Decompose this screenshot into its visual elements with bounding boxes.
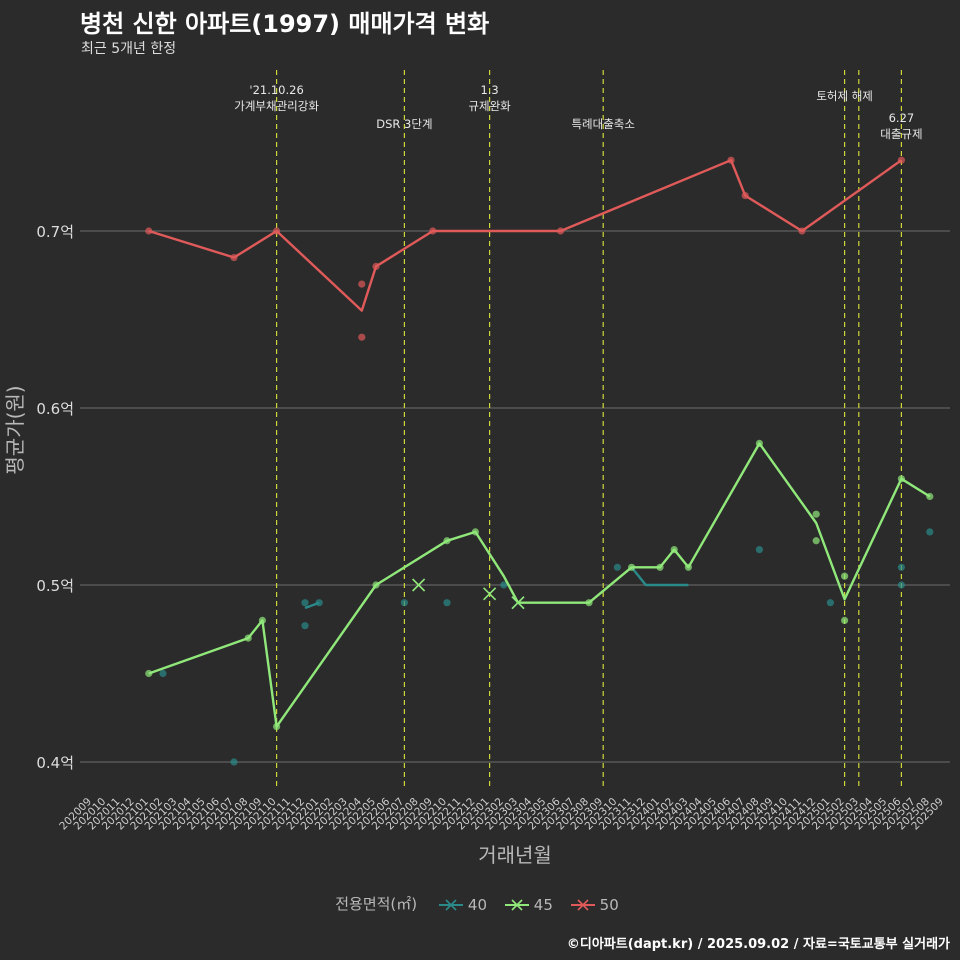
event-label: DSR 3단계 <box>376 117 432 131</box>
data-point <box>315 599 323 607</box>
data-point <box>656 563 664 571</box>
data-point-cross <box>483 587 497 601</box>
data-point <box>230 758 238 766</box>
data-point <box>230 253 238 262</box>
data-point <box>684 563 693 571</box>
event-label: '21.10.26 <box>249 83 303 97</box>
data-point <box>741 192 749 200</box>
data-point-cross <box>412 578 426 592</box>
data-point <box>244 634 252 642</box>
data-point <box>358 280 366 288</box>
legend-label-40: 40 <box>467 895 488 914</box>
data-point <box>812 510 820 518</box>
y-tick-label: 0.7억 <box>36 223 74 241</box>
data-point <box>841 572 849 580</box>
data-point <box>727 156 735 164</box>
event-label: 규제완화 <box>468 99 511 113</box>
source-caption: ©디아파트(dapt.kr) / 2025.09.02 / 자료=국토교통부 실… <box>566 937 950 952</box>
legend-item-50[interactable]: 50 <box>570 895 619 914</box>
data-point <box>258 616 266 625</box>
data-point <box>826 599 835 607</box>
legend-label-50: 50 <box>599 895 619 914</box>
x-axis-title: 거래년월 <box>478 843 552 867</box>
data-point <box>585 599 593 607</box>
data-point <box>443 537 451 545</box>
series-50 <box>145 156 906 341</box>
data-point <box>429 227 437 235</box>
data-point <box>372 581 380 589</box>
data-point <box>755 439 764 447</box>
data-point <box>145 669 153 678</box>
chart-title: 병천 신한 아파트(1997) 매매가격 변화 <box>80 10 490 38</box>
y-tick-label: 0.4억 <box>36 754 74 772</box>
y-tick-label: 0.6억 <box>36 400 74 418</box>
data-point <box>471 528 479 536</box>
series-line <box>148 159 903 312</box>
data-point <box>926 492 934 501</box>
legend-title: 전용면적(㎡) <box>335 895 418 913</box>
data-point <box>798 227 806 235</box>
event-label: 1.3 <box>480 83 498 97</box>
data-point <box>145 227 153 235</box>
data-point <box>400 599 408 607</box>
data-point <box>159 669 167 678</box>
data-point <box>500 581 508 589</box>
legend-label-45: 45 <box>533 895 553 914</box>
data-point <box>443 599 451 607</box>
data-point <box>897 475 906 483</box>
data-point <box>670 546 678 554</box>
legend-item-40[interactable]: 40 <box>438 895 487 914</box>
event-label: 가계부채관리강화 <box>234 99 319 113</box>
legend: 전용면적(㎡) 40 45 50 <box>0 893 960 914</box>
event-label: 토허제 해제 <box>816 89 873 103</box>
chart-subtitle: 최근 5개년 한정 <box>81 41 177 57</box>
data-point-cross <box>511 596 525 610</box>
data-point <box>301 599 309 607</box>
data-point <box>897 581 906 589</box>
data-point <box>358 333 366 341</box>
data-point <box>841 616 849 625</box>
y-axis-title: 평균가(원) <box>3 385 27 474</box>
event-label: 특례대출축소 <box>571 117 634 131</box>
event-label: 6.27 <box>889 111 915 125</box>
series-40 <box>159 528 934 766</box>
y-tick-label: 0.5억 <box>36 577 74 595</box>
data-point <box>897 156 906 164</box>
data-point <box>628 563 636 571</box>
data-point <box>301 622 309 630</box>
series-45 <box>145 439 934 731</box>
data-point <box>926 528 934 536</box>
legend-item-45[interactable]: 45 <box>504 895 553 914</box>
data-point <box>812 537 820 545</box>
data-point <box>273 723 281 731</box>
data-point <box>613 563 622 571</box>
data-point <box>273 227 281 235</box>
data-point <box>755 546 764 554</box>
data-point <box>897 563 906 571</box>
event-label: 대출규제 <box>880 127 922 141</box>
series-line <box>630 566 689 587</box>
data-point <box>372 262 380 270</box>
data-point <box>557 227 565 235</box>
